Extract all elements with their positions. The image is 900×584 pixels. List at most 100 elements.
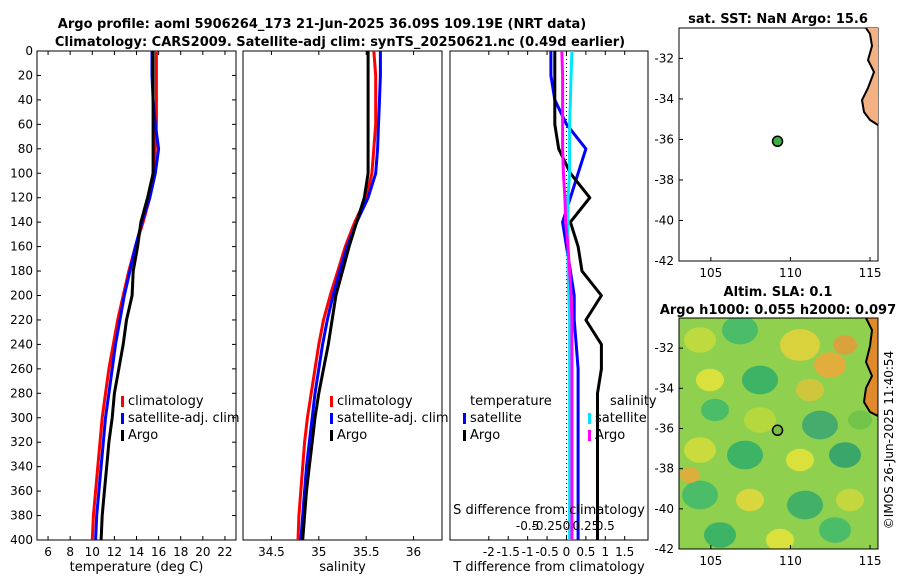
map-y-tick-label: -32 [654,341,674,355]
x-tick-label: 20 [195,545,210,559]
y-tick-label: 380 [10,509,33,523]
title-line-1: Argo profile: aoml 5906264_173 21-Jun-20… [58,17,586,32]
sla-anomaly-patch [736,488,764,512]
sla-anomaly-patch [684,327,716,353]
x-tick-label: -2 [483,545,495,559]
sla-anomaly-patch [780,329,820,361]
legend-swatch [588,413,591,424]
x-tick-label: 16 [151,545,166,559]
legend-swatch [588,430,591,441]
x-axis-label: salinity [319,560,366,575]
x-tick-label: 22 [217,545,232,559]
sla-anomaly-patch [722,318,758,345]
y-tick-label: 340 [10,460,33,474]
y-tick-label: 280 [10,386,33,400]
legend-label: Argo [128,428,158,443]
sla-anomaly-patch [742,365,778,395]
legend-label: satellite-adj. clim [128,411,240,426]
legend-swatch [121,396,124,407]
map-x-tick-label: 110 [779,266,802,280]
legend-label: Argo [337,428,367,443]
legend-title-salinity: salinity [610,394,657,409]
map-x-tick-label: 105 [699,554,722,568]
series-line-temperature-satellite [549,51,588,540]
legend-label: Argo [595,428,625,443]
sla-anomaly-patch [787,490,823,520]
sla-anomaly-patch [833,335,857,355]
sla-map-title-2: Argo h1000: 0.055 h2000: 0.097 [660,303,896,318]
sla-anomaly-patch [819,517,851,543]
copyright-label: ©IMOS 26-Jun-2025 11:40:54 [882,351,896,529]
x-axis-label: T difference from climatology [452,560,645,575]
legend-label: climatology [337,394,413,409]
sla-anomaly-patch [802,410,838,440]
legend-swatch [330,430,333,441]
sla-map-frame [678,317,879,550]
sla-map-title-1: Altim. SLA: 0.1 [724,285,833,300]
y-tick-label: 320 [10,435,33,449]
y-tick-label: 0 [25,44,33,58]
argo-float-marker [771,135,784,148]
map-y-tick-label: -34 [654,381,674,395]
map-x-tick-label: 105 [699,266,722,280]
x-tick-label: -0.5 [535,545,558,559]
sst-coastline [860,27,879,126]
map-y-tick-label: -42 [654,254,674,268]
x-tick-label: 0 [563,545,571,559]
legend-swatch [330,396,333,407]
legend-label: satellite [595,411,647,426]
y-tick-label: 40 [18,93,33,107]
series-line-satellite-adj-clim [94,51,161,541]
sla-coastline [862,318,878,417]
x-tick-label: -1.5 [497,545,520,559]
sla-anomaly-patch [766,528,794,549]
x-tick-label: 14 [129,545,144,559]
y-tick-label: 180 [10,264,33,278]
sla-anomaly-patch [814,352,846,378]
map-x-tick-label: 115 [859,266,882,280]
map-y-tick-label: -40 [654,213,674,227]
map-y-tick-label: -32 [654,51,674,65]
salinity-chart: 34.5 35 35.5 36 salinity climatology satellite… [258,50,449,575]
x-tick-label: 0.5 [576,545,595,559]
series-line-satellite-adj-clim [299,51,382,541]
x-tick-label: 18 [173,545,188,559]
map-y-tick-label: -36 [654,421,674,435]
sla-anomaly-patch [829,442,861,468]
sla-anomaly-patch [796,378,824,402]
sla-anomaly-patch [836,488,864,512]
sla-anomaly-patch [701,398,729,422]
sla-anomaly-patch [704,522,736,548]
sla-anomaly-patch [682,480,718,510]
sla-anomaly-patch [684,437,716,463]
y-tick-label: 400 [10,533,33,547]
map-y-tick-label: -38 [654,462,674,476]
series-line-temperature-argo [553,51,603,540]
y-tick-label: 220 [10,313,33,327]
y-tick-label: 20 [18,68,33,82]
map-y-tick-label: -34 [654,92,674,106]
temperature-panel [36,50,237,541]
salinity-panel [242,50,443,541]
x-tick-label: 1.5 [615,545,634,559]
x-tick-label: 35 [311,545,326,559]
title-line-2: Climatology: CARS2009. Satellite-adj cli… [55,35,625,50]
map-y-tick-label: -36 [654,132,674,146]
map-x-tick-label: 115 [859,554,882,568]
map-y-tick-label: -40 [654,502,674,516]
x-tick-label: 10 [85,545,100,559]
legend-label: Argo [470,428,500,443]
legend-swatch [463,413,466,424]
y-tick-label: 200 [10,289,33,303]
y-tick-label: 100 [10,166,33,180]
legend-swatch [463,430,466,441]
s-tick-label: -0.25 [532,519,563,533]
series-line-salinity-satellite [566,50,574,540]
x-tick-label: 36 [406,545,421,559]
difference-chart: -2 -1.5 -1 -0.5 0 0.5 1 1.5T difference from cl… [452,50,657,575]
legend-title-temperature: temperature [470,394,552,409]
s-tick-label: 0.5 [596,519,615,533]
y-tick-label: 300 [10,411,33,425]
map-x-tick-label: 110 [779,554,802,568]
